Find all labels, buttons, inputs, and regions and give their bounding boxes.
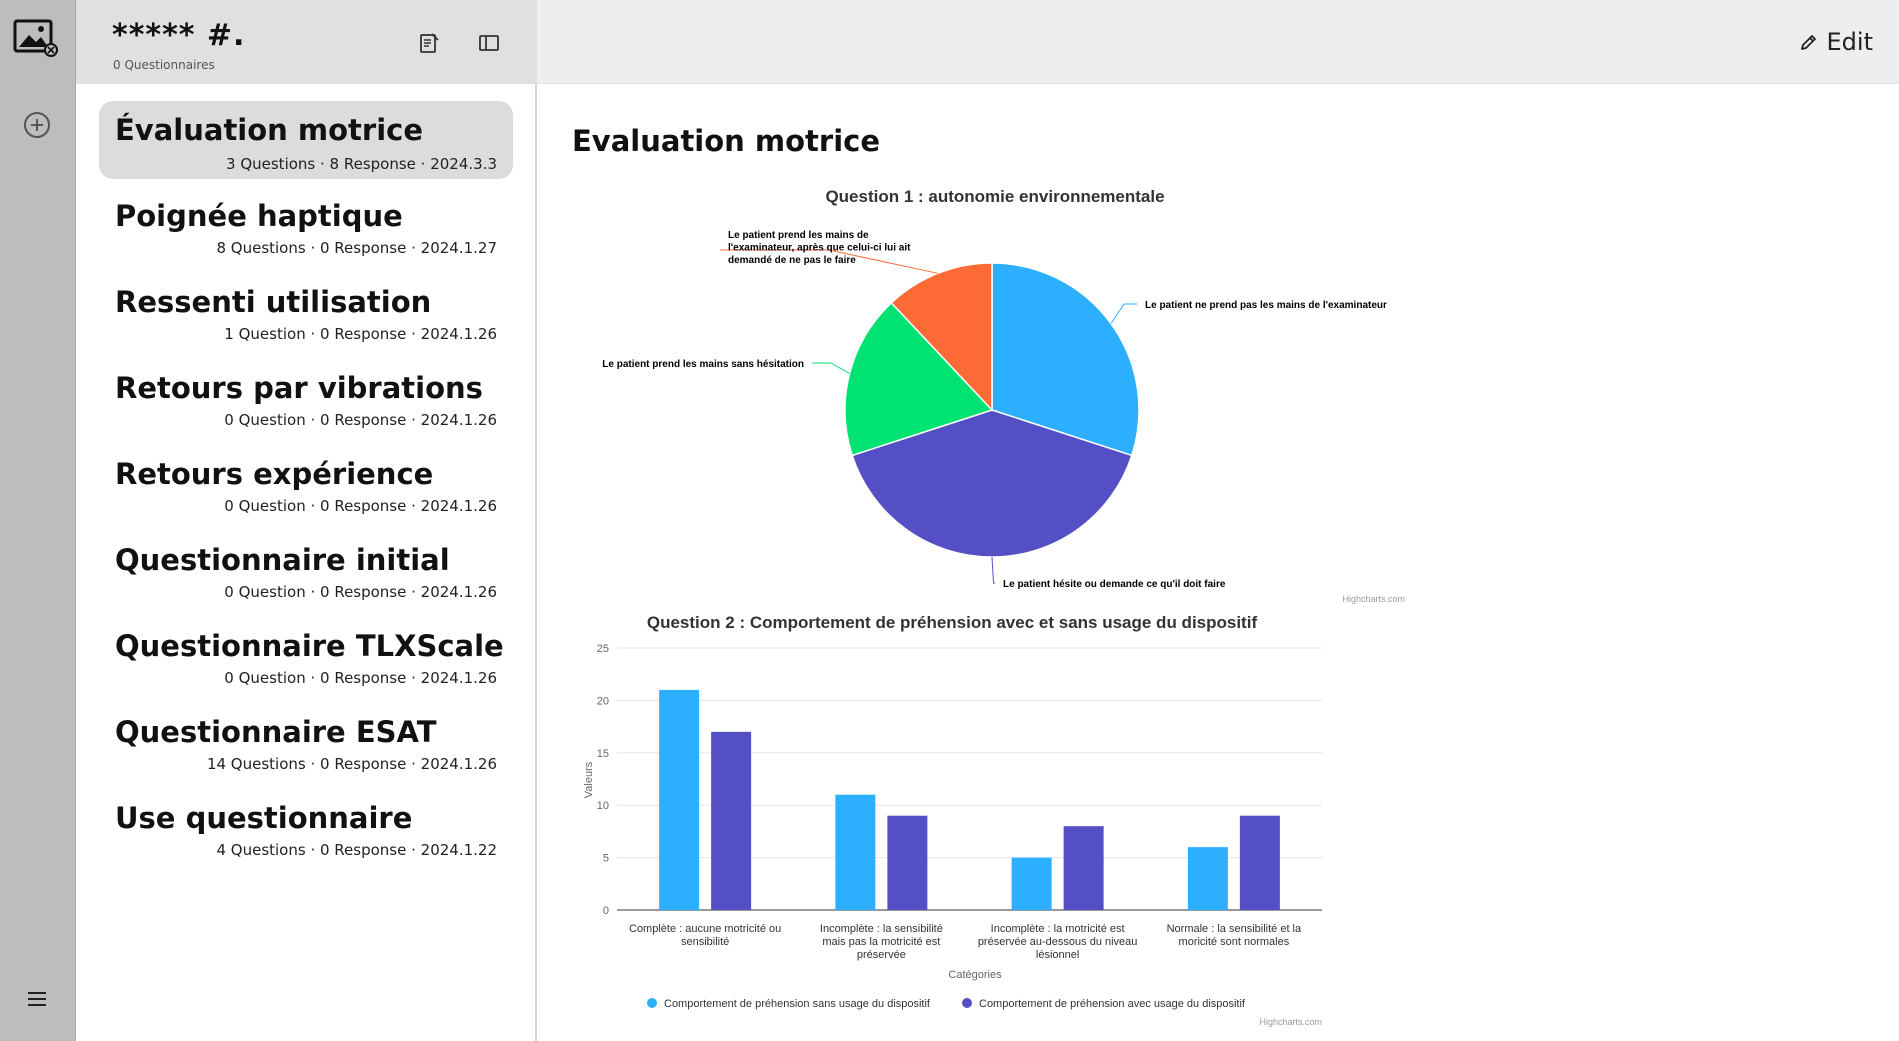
questionnaire-name: Questionnaire ESAT — [115, 715, 437, 749]
list-item[interactable]: Questionnaire ESAT 14 Questions · 0 Resp… — [99, 703, 513, 789]
pie-data-label: Le patient prend les mains de l'examinate… — [728, 230, 911, 266]
pie-slice[interactable] — [851, 409, 1133, 558]
list-item[interactable]: Ressenti utilisation 1 Question · 0 Resp… — [99, 273, 513, 359]
y-tick-label: 25 — [597, 643, 609, 655]
chart-credit[interactable]: Highcharts.com — [1342, 594, 1405, 604]
x-tick-label: Normale : la sensibilité et la moricité s… — [1167, 923, 1302, 948]
sidebar-header: ***** #. 0 Questionnaires — [76, 0, 537, 84]
legend-item[interactable]: Comportement de préhension avec usage du… — [962, 998, 1246, 1010]
bar[interactable] — [835, 794, 876, 910]
chart-title: Question 2 : Comportement de préhension … — [647, 613, 1258, 632]
y-tick-label: 20 — [597, 695, 609, 707]
y-tick-label: 5 — [603, 853, 609, 865]
pie-connector — [991, 556, 995, 584]
chart-credit[interactable]: Highcharts.com — [1259, 1017, 1322, 1027]
questionnaire-name: Retours expérience — [115, 457, 434, 491]
questionnaire-name: Retours par vibrations — [115, 371, 483, 405]
bar[interactable] — [659, 689, 700, 910]
svg-text:Comportement de préhension san: Comportement de préhension sans usage du… — [664, 998, 931, 1010]
pie-connector — [1110, 303, 1137, 324]
questionnaire-name: Questionnaire initial — [115, 543, 450, 577]
x-tick-label: Incomplète : la motricité est préservée a… — [978, 923, 1138, 961]
hamburger-menu-icon[interactable] — [25, 987, 49, 1011]
questionnaire-meta: 3 Questions · 8 Response · 2024.3.3 — [226, 155, 497, 173]
questionnaire-name: Ressenti utilisation — [115, 285, 432, 319]
bar[interactable] — [1011, 857, 1052, 910]
list-item[interactable]: Poignée haptique 8 Questions · 0 Respons… — [99, 187, 513, 273]
x-axis-label: Catégories — [948, 969, 1002, 981]
new-note-icon[interactable] — [416, 30, 442, 56]
top-bar: Edit — [537, 0, 1899, 84]
pie-data-label: Le patient hésite ou demande ce qu'il do… — [1003, 579, 1226, 590]
app-rail — [0, 0, 76, 1041]
bar[interactable] — [1063, 826, 1104, 910]
questionnaire-name: Use questionnaire — [115, 801, 413, 835]
list-item[interactable]: Questionnaire TLXScale 0 Question · 0 Re… — [99, 617, 513, 703]
pie-chart: Question 1 : autonomie environnementale … — [602, 187, 1405, 604]
pie-slice[interactable] — [991, 262, 1140, 457]
questionnaire-meta: 0 Question · 0 Response · 2024.1.26 — [224, 411, 497, 429]
y-tick-label: 10 — [597, 800, 609, 812]
pie-slice[interactable] — [890, 262, 993, 412]
pencil-icon — [1800, 35, 1816, 50]
list-item[interactable]: Retours expérience 0 Question · 0 Respon… — [99, 445, 513, 531]
bar-chart: Question 2 : Comportement de préhension … — [583, 613, 1322, 1027]
list-item[interactable]: Questionnaire initial 0 Question · 0 Res… — [99, 531, 513, 617]
bar[interactable] — [887, 815, 928, 910]
edit-label: Edit — [1826, 28, 1873, 56]
svg-text:Comportement de préhension ave: Comportement de préhension avec usage du… — [979, 998, 1246, 1010]
list-item[interactable]: Use questionnaire 4 Questions · 0 Respon… — [99, 789, 513, 875]
list-item[interactable]: Retours par vibrations 0 Question · 0 Re… — [99, 359, 513, 445]
add-circle-icon[interactable] — [23, 111, 51, 139]
pie-connector — [720, 249, 938, 274]
y-tick-label: 0 — [603, 905, 609, 917]
bar[interactable] — [1187, 847, 1228, 910]
gallery-icon[interactable] — [13, 18, 59, 58]
questionnaire-name: Questionnaire TLXScale — [115, 629, 504, 663]
y-axis-label: Valeurs — [583, 761, 595, 798]
questionnaire-name: Évaluation motrice — [115, 113, 424, 147]
pie-data-label: Le patient ne prend pas les mains de l'e… — [1145, 300, 1387, 311]
edit-button[interactable]: Edit — [1799, 28, 1873, 56]
bar[interactable] — [711, 731, 752, 910]
page-title: Evaluation motrice — [572, 124, 881, 158]
app-title: ***** #. — [112, 18, 246, 53]
x-tick-label: Complète : aucune motricité ou sensibilit… — [629, 923, 781, 948]
pie-connector — [812, 362, 850, 374]
questionnaire-name: Poignée haptique — [115, 199, 403, 233]
sidebar-toggle-icon[interactable] — [476, 30, 502, 56]
questionnaire-meta: 1 Question · 0 Response · 2024.1.26 — [224, 325, 497, 343]
pie-slice[interactable] — [844, 301, 994, 457]
questionnaire-count: 0 Questionnaires — [113, 58, 215, 72]
questionnaire-meta: 4 Questions · 0 Response · 2024.1.22 — [216, 841, 497, 859]
x-tick-label: Incomplète : la sensibilité mais pas la m… — [820, 923, 943, 961]
list-item[interactable]: Évaluation motrice 3 Questions · 8 Respo… — [99, 101, 513, 179]
questionnaire-sidebar: ***** #. 0 Questionnaires Évaluation mot… — [76, 0, 537, 1041]
questionnaire-meta: 14 Questions · 0 Response · 2024.1.26 — [206, 755, 497, 773]
questionnaire-list: Évaluation motrice 3 Questions · 8 Respo… — [76, 101, 537, 875]
y-tick-label: 15 — [597, 748, 609, 760]
pie-data-label: Le patient prend les mains sans hésitati… — [602, 359, 804, 370]
questionnaire-meta: 8 Questions · 0 Response · 2024.1.27 — [216, 239, 497, 257]
questionnaire-meta: 0 Question · 0 Response · 2024.1.26 — [224, 583, 497, 601]
legend-item[interactable]: Comportement de préhension sans usage du… — [647, 998, 931, 1010]
bar[interactable] — [1239, 815, 1280, 910]
chart-title: Question 1 : autonomie environnementale — [825, 187, 1164, 206]
questionnaire-meta: 0 Question · 0 Response · 2024.1.26 — [224, 497, 497, 515]
questionnaire-meta: 0 Question · 0 Response · 2024.1.26 — [224, 669, 497, 687]
